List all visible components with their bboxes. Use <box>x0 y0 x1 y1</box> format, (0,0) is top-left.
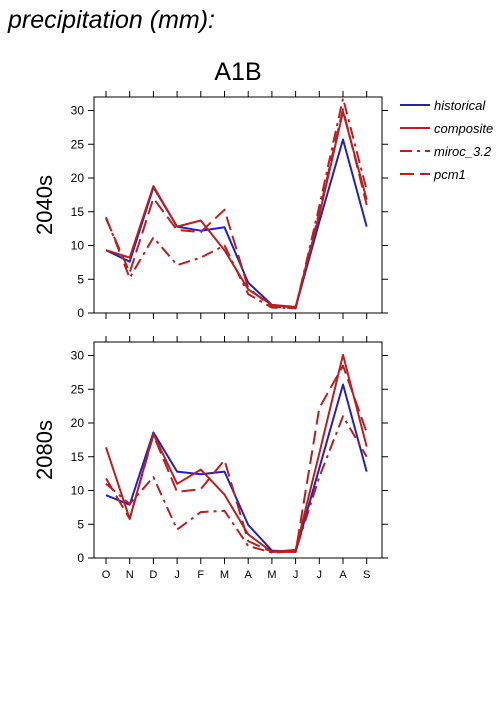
y-tick-label: 30 <box>71 104 85 118</box>
page-title: precipitation (mm): <box>8 6 215 34</box>
x-tick-label: S <box>363 569 370 581</box>
x-tick-label: A <box>245 569 253 581</box>
x-tick-label: D <box>149 569 157 581</box>
y-tick-label: 25 <box>71 137 85 151</box>
panel-label: 2040s <box>32 175 57 235</box>
panel-2080s: 0 5 10 15 20 25 30 O N D J F M A M J J A S 2080s <box>32 336 388 581</box>
chart-title: A1B <box>214 58 261 86</box>
y-tick-label: 15 <box>71 450 85 464</box>
y-tick-label: 20 <box>71 171 85 185</box>
legend-item: pcm1 <box>400 167 466 182</box>
x-tick-label: J <box>293 569 299 581</box>
y-tick-label: 5 <box>77 272 84 286</box>
y-tick-label: 10 <box>71 239 85 253</box>
x-tick-label: M <box>220 569 229 581</box>
y-tick-label: 20 <box>71 416 85 430</box>
panels: 0 5 10 15 20 25 30 2040s 0 5 10 15 20 25 30 O N D J F M A M J J A… <box>32 91 388 581</box>
legend-item: historical <box>400 98 486 113</box>
y-tick-label: 0 <box>77 551 84 565</box>
y-tick-label: 25 <box>71 382 85 396</box>
series-line-composite <box>105 110 368 308</box>
series-line-miroc-3-2 <box>105 97 368 310</box>
y-tick-label: 15 <box>71 205 85 219</box>
x-tick-label: F <box>197 569 204 581</box>
legend: historical composite miroc_3.2 pcm1 <box>400 98 493 182</box>
x-tick-label: N <box>126 569 134 581</box>
legend-label: pcm1 <box>433 167 466 182</box>
y-tick-label: 0 <box>77 306 84 320</box>
legend-item: composite <box>400 121 493 136</box>
x-tick-label: J <box>317 569 323 581</box>
x-tick-label: O <box>102 569 111 581</box>
plot-frame <box>93 96 383 314</box>
x-tick-label: A <box>339 569 347 581</box>
panel-2040s: 0 5 10 15 20 25 30 2040s <box>32 91 388 320</box>
x-tick-label: J <box>174 569 180 581</box>
panel-label: 2080s <box>32 420 57 480</box>
series-line-miroc-3-2 <box>105 415 368 554</box>
plot-frame <box>93 341 383 559</box>
legend-label: historical <box>434 98 486 113</box>
series-line-pcm1 <box>105 364 368 553</box>
series-line-historical <box>105 383 368 553</box>
series-line-pcm1 <box>105 108 368 310</box>
legend-label: miroc_3.2 <box>434 144 492 159</box>
y-tick-label: 10 <box>71 484 85 498</box>
legend-item: miroc_3.2 <box>400 144 492 159</box>
y-tick-label: 5 <box>77 517 84 531</box>
y-tick-label: 30 <box>71 349 85 363</box>
series-line-composite <box>105 353 368 553</box>
legend-label: composite <box>434 121 493 136</box>
x-tick-label: M <box>267 569 276 581</box>
